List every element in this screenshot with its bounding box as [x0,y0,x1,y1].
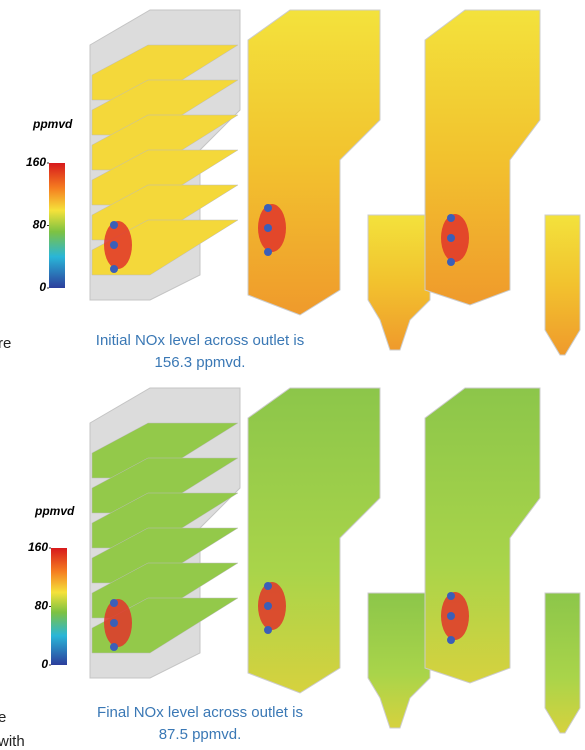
caption: Initial NOx level across outlet is [96,332,304,349]
outlet-section [545,593,580,733]
colorbar-unit: ppmvd [32,117,73,131]
boiler-section [425,388,540,683]
boiler-section [248,388,380,693]
burner [447,214,455,222]
burner [264,204,272,212]
colorbar-tick-label: 0 [39,280,46,294]
burner [110,643,118,651]
burner [110,619,118,627]
margin-text: re [0,335,11,352]
burner [110,599,118,607]
colorbar-tick-label: 160 [28,540,48,554]
burner [264,248,272,256]
burner [110,221,118,229]
burner [264,582,272,590]
burner [447,258,455,266]
boiler-section [248,10,380,315]
colorbar [49,163,65,288]
colorbar [51,548,67,665]
outlet-section [368,593,430,728]
colorbar-tick-label: 80 [33,218,47,232]
burner [447,234,455,242]
burner [110,241,118,249]
colorbar-tick-label: 160 [26,155,46,169]
burner [110,265,118,273]
margin-text: e [0,709,6,726]
burner [447,636,455,644]
colorbar-tick-label: 80 [35,599,49,613]
margin-text: with [0,733,25,750]
burner [447,592,455,600]
colorbar-unit: ppmvd [34,504,75,518]
caption: Final NOx level across outlet is [97,704,303,721]
colorbar-tick-label: 0 [41,657,48,671]
burner [264,626,272,634]
figure: re e with ppmvd 160 80 0 Initial NOx level a… [0,0,585,750]
caption: 87.5 ppmvd. [159,726,242,743]
outlet-section [545,215,580,355]
boiler-section [425,10,540,305]
caption: 156.3 ppmvd. [155,354,246,371]
burner [447,612,455,620]
burner [264,224,272,232]
burner [264,602,272,610]
outlet-section [368,215,430,350]
